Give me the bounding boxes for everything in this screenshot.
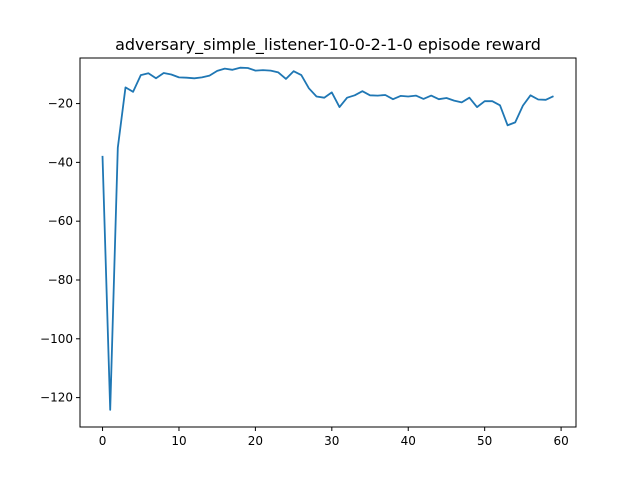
x-tick-label: 0 — [99, 434, 107, 448]
y-tick-label: −100 — [40, 332, 73, 346]
y-tick-label: −60 — [48, 214, 73, 228]
chart-title: adversary_simple_listener-10-0-2-1-0 epi… — [115, 35, 541, 55]
x-tick-label: 60 — [553, 434, 568, 448]
x-tick-label: 50 — [477, 434, 492, 448]
x-tick-label: 30 — [324, 434, 339, 448]
series-line — [101, 66, 554, 411]
series-layer — [101, 66, 554, 411]
axis-ticks: 0 10 20 30 40 50 60 −120 −100 −80 −60 −40 −20 — [40, 97, 569, 448]
x-tick-label: 20 — [248, 434, 263, 448]
y-tick-label: −80 — [48, 273, 73, 287]
x-tick-label: 10 — [171, 434, 186, 448]
y-tick-label: −20 — [48, 97, 73, 111]
y-tick-label: −40 — [48, 155, 73, 169]
plot-area-frame — [79, 57, 577, 428]
x-tick-label: 40 — [401, 434, 416, 448]
y-tick-label: −120 — [40, 391, 73, 405]
